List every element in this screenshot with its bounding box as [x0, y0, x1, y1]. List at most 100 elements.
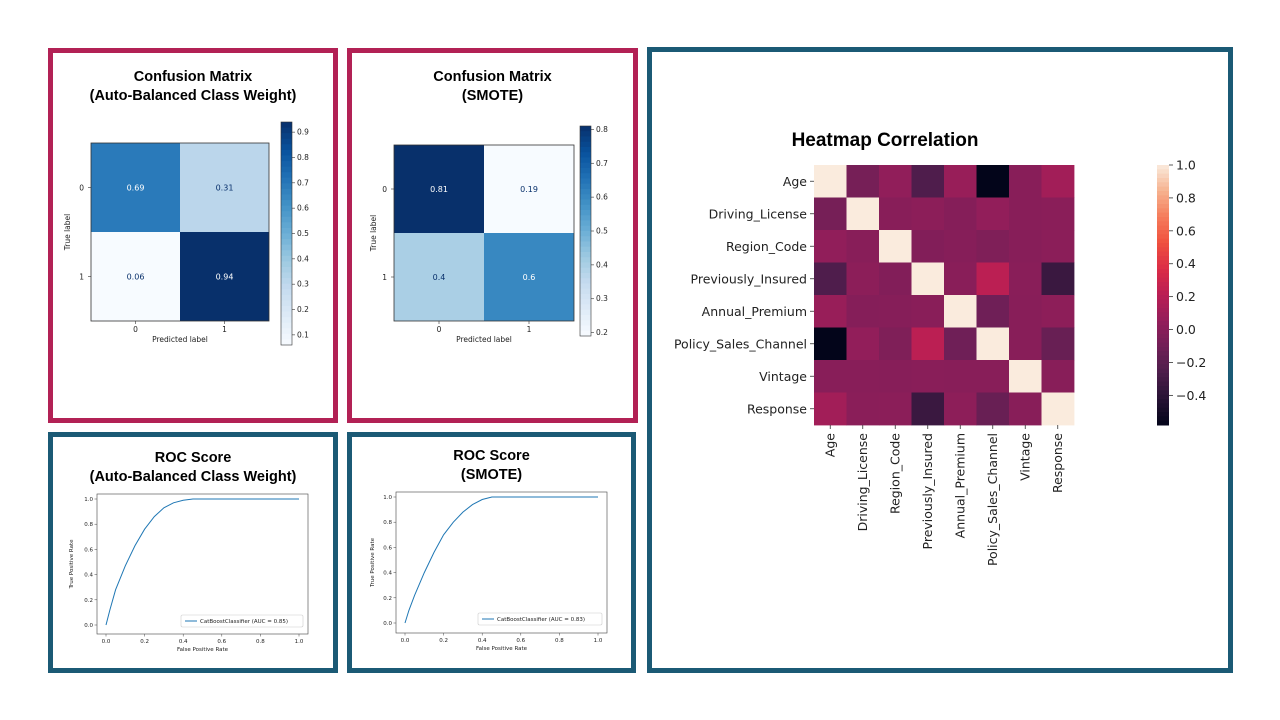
colorbar-segment: [281, 188, 292, 195]
x-tick-label: 0.0: [102, 639, 111, 645]
colorbar-segment: [1157, 217, 1169, 222]
y-tick-label: 0.4: [84, 573, 93, 579]
colorbar-segment: [1157, 234, 1169, 240]
colorbar-segment: [1157, 221, 1169, 227]
heatmap-cell: [976, 262, 1010, 296]
roc-auto-chart: 0.0 0.2 0.4 0.6 0.8 1.0 0.0 0.2 0.4 0.6 0.8 1.0 Fals…: [69, 493, 309, 653]
heatmap-cell: [814, 327, 847, 361]
y-tick-label: Policy_Sales_Channel: [674, 336, 807, 351]
colorbar-segment: [281, 138, 292, 145]
heatmap-cell: [911, 360, 945, 393]
y-tick-label: 0: [382, 185, 387, 194]
colorbar-segment: [281, 261, 292, 268]
colorbar-segment: [1157, 386, 1169, 391]
colorbar-segment: [580, 241, 591, 248]
heatmap-cell: [1009, 360, 1042, 393]
y-axis-label: True Positive Rate: [370, 537, 376, 588]
x-tick-label: Annual_Premium: [952, 433, 967, 538]
heatmap-cell: [911, 262, 945, 296]
heatmap-cell: [1009, 262, 1042, 296]
heatmap-cell: [846, 295, 880, 328]
colorbar-segment: [281, 317, 292, 324]
colorbar-segment: [1157, 394, 1169, 400]
colorbar-segment: [281, 283, 292, 290]
colorbar-segment: [580, 252, 591, 258]
colorbar-segment: [1157, 338, 1169, 344]
colorbar-segment: [281, 122, 292, 129]
heatmap-cell: [879, 197, 912, 231]
colorbar-segment: [580, 267, 591, 274]
colorbar-segment: [1157, 299, 1169, 305]
colorbar-segment: [1157, 251, 1169, 257]
colorbar-segment: [281, 166, 292, 173]
heatmap-cell: [1009, 165, 1042, 198]
colorbar-segment: [580, 136, 591, 143]
colorbar-segment: [1157, 269, 1169, 274]
heatmap-panel: Heatmap Correlation Age Age Driving_Licens…: [647, 47, 1233, 673]
heatmap-cell: [814, 262, 847, 296]
heatmap-cell: [846, 327, 880, 361]
confusion-matrix-auto-title: Confusion Matrix (Auto-Balanced Class We…: [53, 68, 333, 106]
colorbar-segment: [580, 257, 591, 263]
colorbar-segment: [281, 194, 292, 201]
colorbar-segment: [580, 147, 591, 153]
colorbar-segment: [580, 220, 591, 227]
heatmap-chart: Age Age Driving_License Driving_License Regi…: [674, 158, 1206, 567]
colorbar-segment: [580, 231, 591, 237]
matrix-cell-label: 0.6: [523, 273, 536, 282]
colorbar-segment: [281, 133, 292, 140]
colorbar-segment: [580, 189, 591, 195]
heatmap-cell: [1009, 230, 1042, 263]
heatmap-cell: [911, 392, 945, 426]
colorbar-segment: [1157, 342, 1169, 348]
colorbar-segment: [281, 250, 292, 257]
colorbar-tick-label: 0.8: [596, 125, 608, 134]
colorbar-segment: [281, 155, 292, 162]
heatmap-cell: [814, 392, 847, 426]
x-tick-label: 0: [437, 325, 442, 334]
colorbar-segment: [580, 309, 591, 316]
matrix-cell: [394, 233, 484, 321]
colorbar-segment: [580, 315, 591, 321]
colorbar-segment: [1157, 277, 1169, 283]
heatmap-cell: [1009, 392, 1042, 426]
colorbar-segment: [281, 311, 292, 318]
roc-smote-panel: ROC Score (SMOTE) 0.0 0.2 0.4 0.6 0.8 1.0 0.0 0…: [347, 432, 636, 673]
heatmap-cell: [1009, 197, 1042, 231]
matrix-frame: [393, 144, 575, 322]
colorbar-segment: [1157, 256, 1169, 261]
colorbar-segment: [1157, 312, 1169, 318]
colorbar-segment: [1157, 303, 1169, 309]
heatmap-cell: [911, 295, 945, 328]
confusion-matrix-smote-chart: 0.81 0.19 0.4 0.6 0 1 0 1 Predicted label True la…: [369, 125, 608, 344]
heatmap-cell: [846, 165, 880, 198]
x-tick-label: 1.0: [295, 639, 304, 645]
colorbar-segment: [281, 328, 292, 335]
heatmap-cell: [814, 295, 847, 328]
matrix-frame: [90, 142, 270, 322]
y-tick-label: Region_Code: [726, 239, 807, 254]
heatmap-cell: [879, 262, 912, 296]
colorbar-segment: [1157, 243, 1169, 248]
colorbar-segment: [1157, 199, 1169, 205]
y-axis-label: True Positive Rate: [69, 539, 75, 590]
colorbar-segment: [1157, 360, 1169, 365]
colorbar-tick-label: 0.6: [596, 193, 608, 202]
matrix-cell-label: 0.31: [216, 184, 234, 193]
colorbar-segment: [281, 255, 292, 262]
colorbar-segment: [281, 161, 292, 168]
colorbar-segment: [580, 141, 591, 148]
heatmap-cell: [1041, 197, 1075, 231]
plot-frame: [395, 491, 608, 634]
colorbar-segment: [281, 322, 292, 329]
colorbar-segment: [1157, 195, 1169, 201]
y-tick-label: 0.2: [383, 596, 392, 602]
colorbar-segment: [1157, 355, 1169, 361]
confusion-matrix-smote-title-line-1: Confusion Matrix: [433, 69, 552, 85]
colorbar-segment: [1157, 169, 1169, 175]
heatmap-cell: [976, 295, 1010, 328]
heatmap-cell: [944, 360, 977, 393]
colorbar-segment: [281, 333, 292, 340]
legend-box: [180, 614, 304, 628]
y-tick-label: Previously_Insured: [691, 271, 807, 286]
